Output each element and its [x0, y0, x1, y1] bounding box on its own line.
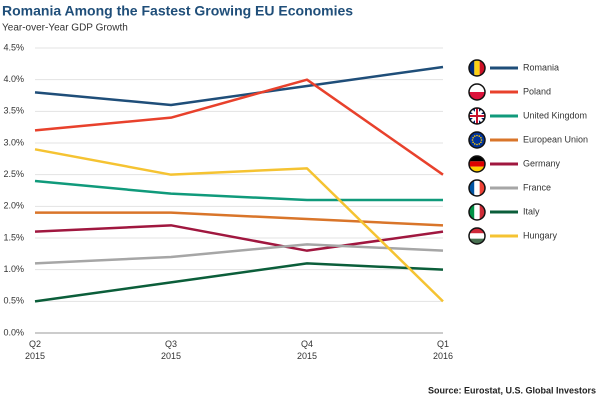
- flag-star: [472, 136, 474, 139]
- legend-label: Poland: [523, 86, 551, 96]
- legend-flag: [468, 131, 486, 149]
- flag-body: [469, 156, 485, 172]
- source-note: Source: Eurostat, U.S. Global Investors: [428, 385, 596, 395]
- series-line: [34, 179, 443, 202]
- flag-stripe: [469, 180, 475, 196]
- series-line: [34, 148, 444, 303]
- flag-ring: [468, 155, 486, 173]
- flag-stripe: [469, 132, 485, 148]
- legend-flag: [468, 107, 486, 125]
- legend-flag: [468, 227, 486, 245]
- flag-stripe: [469, 238, 485, 244]
- flag-star: [472, 141, 474, 144]
- flag-stripe: [469, 161, 485, 167]
- flag-star: [480, 136, 482, 139]
- legend-flag: [468, 203, 486, 221]
- flag-body: [469, 84, 485, 100]
- flag-body: [469, 60, 485, 76]
- legend-label: European Union: [523, 134, 588, 144]
- series-line: [34, 78, 444, 176]
- flag-star: [473, 143, 476, 145]
- y-tick-label: 1.5%: [3, 232, 24, 242]
- y-tick-label: 0.0%: [3, 327, 24, 337]
- flag-star: [476, 134, 478, 137]
- flag-body: [469, 228, 485, 244]
- flag-stripe: [469, 156, 485, 162]
- flag-ring: [468, 179, 486, 197]
- legend-label: Romania: [523, 62, 559, 72]
- flag-stripe: [469, 84, 485, 92]
- flag-body: [469, 180, 485, 196]
- flag-stripe: [479, 60, 485, 76]
- flag-ring: [468, 203, 486, 221]
- flag-stripe: [469, 166, 485, 172]
- series-line: [34, 65, 444, 107]
- flag-star: [480, 141, 482, 144]
- flag-ring: [468, 107, 486, 125]
- flag-ring: [468, 131, 486, 149]
- y-tick-label: 1.0%: [3, 264, 24, 274]
- legend-label: Italy: [523, 206, 540, 216]
- flag-stripe: [474, 180, 480, 196]
- flag-star: [480, 139, 483, 141]
- x-tick-label: Q4 2015: [297, 339, 317, 361]
- legend-flag: [468, 83, 486, 101]
- flag-cross: [469, 108, 485, 124]
- flag-stripe: [469, 60, 475, 76]
- legend-flag: [468, 155, 486, 173]
- flag-stripe: [479, 180, 485, 196]
- chart-title: Romania Among the Fastest Growing EU Eco…: [2, 3, 353, 19]
- legend-label: Germany: [523, 158, 561, 168]
- series-line: [35, 211, 444, 227]
- flag-ring: [468, 83, 486, 101]
- flag-stripe: [479, 204, 485, 220]
- legend-label: United Kingdom: [523, 110, 587, 120]
- legend-flag: [468, 179, 486, 197]
- x-tick-label: Q1 2016: [433, 339, 453, 361]
- x-tick-label: Q2 2015: [25, 339, 45, 361]
- x-tick-label: Q3 2015: [161, 339, 181, 361]
- flag-ring: [468, 59, 486, 77]
- y-tick-label: 4.0%: [3, 74, 24, 84]
- flag-star: [473, 135, 476, 137]
- chart-subtitle: Year-over-Year GDP Growth: [2, 23, 128, 34]
- series-line: [34, 224, 444, 252]
- flag-ring: [468, 227, 486, 245]
- y-tick-label: 2.0%: [3, 201, 24, 211]
- y-tick-label: 2.5%: [3, 169, 24, 179]
- flag-stripe: [469, 92, 485, 100]
- legend-label: France: [523, 182, 551, 192]
- flag-star: [471, 139, 474, 141]
- flag-body: [469, 204, 485, 220]
- series-line: [34, 243, 444, 265]
- flag-stripe: [469, 204, 475, 220]
- y-tick-label: 4.5%: [3, 42, 24, 52]
- flag-stripe: [474, 204, 480, 220]
- legend-flag: [468, 59, 486, 77]
- y-tick-label: 0.5%: [3, 296, 24, 306]
- flag-stripe: [469, 233, 485, 239]
- flag-body: [469, 132, 485, 148]
- series-line: [34, 262, 444, 303]
- flag-star: [476, 143, 478, 146]
- flag-stripe: [474, 60, 480, 76]
- flag-star: [478, 143, 481, 145]
- flag-stripe: [469, 228, 485, 234]
- y-tick-label: 3.5%: [3, 106, 24, 116]
- flag-star: [478, 135, 481, 137]
- legend-label: Hungary: [523, 230, 558, 240]
- y-tick-label: 3.0%: [3, 137, 24, 147]
